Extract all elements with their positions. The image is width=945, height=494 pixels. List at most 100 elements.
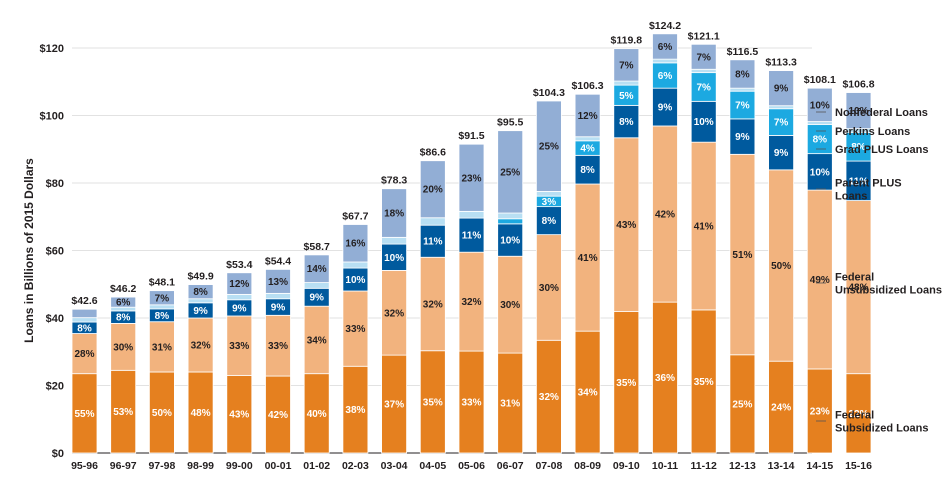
bar-segment <box>845 131 872 162</box>
segment-label: 32% <box>423 299 443 310</box>
segment-label: 8% <box>619 117 634 128</box>
segment-label: 10% <box>694 117 714 128</box>
bar-stack: 25% 51% 9% 7% 8% $116.5 <box>727 46 759 454</box>
bar-segment <box>497 255 524 354</box>
bar-segment <box>652 125 678 303</box>
bar-segment <box>652 58 678 64</box>
bar-stack: 34% 41% 8% 4% 12% $106.3 <box>572 80 604 454</box>
segment-label: 13% <box>268 277 288 288</box>
segment-label: 10% <box>345 275 365 286</box>
bar-total-label: $53.4 <box>226 259 252 271</box>
bar-segment <box>574 330 601 454</box>
bar-segment <box>690 68 717 74</box>
legend-entry: Federal <box>835 272 874 284</box>
segment-label: 9% <box>774 148 789 159</box>
bar-segment <box>187 298 214 304</box>
bar-segment <box>652 62 678 89</box>
segment-label: 8% <box>735 69 750 80</box>
bar-segment <box>419 160 446 219</box>
legend-entry: Loans <box>835 191 867 203</box>
bar-segment <box>536 191 562 197</box>
bar-segment <box>536 339 562 454</box>
bar-segment <box>497 352 524 454</box>
segment-label: 30% <box>113 342 133 353</box>
segment-label: 9% <box>271 303 286 314</box>
bar-stack: 40% 34% 9% 14% $58.7 <box>304 241 330 454</box>
bar-stack: 24% 50% 9% 7% 9% $113.3 <box>765 57 797 454</box>
bar-segment <box>419 217 446 226</box>
bar-segment <box>110 322 137 371</box>
x-tick-label: 03-04 <box>381 460 408 472</box>
bar-segment <box>226 374 253 454</box>
bar-segment <box>187 284 214 300</box>
segment-label: 6% <box>658 71 673 82</box>
bar-stack: 22% 48% 11% 8% 10% $106.8 <box>842 79 875 454</box>
segment-label: 10% <box>848 106 868 117</box>
legend-entry: Subsidized Loans <box>835 423 929 435</box>
bar-total-label: $49.9 <box>187 271 213 283</box>
x-tick-label: 99-00 <box>226 460 253 472</box>
x-axis: 95-96 96-97 97-98 98-99 99-00 00-01 01-02 02-03… <box>71 460 872 472</box>
bar-segment <box>729 59 756 89</box>
segment-label: 32% <box>384 308 404 319</box>
segment-label: 8% <box>155 311 170 322</box>
bar-segment <box>265 314 291 377</box>
segment-label: 10% <box>500 236 520 247</box>
bar-stack: 23% 49% 10% 8% 10% $108.1 <box>804 74 836 454</box>
bar-segment <box>690 43 717 70</box>
segment-label: 24% <box>771 403 791 414</box>
segment-label: 18% <box>384 209 404 220</box>
x-tick-label: 05-06 <box>458 460 485 472</box>
segment-label: 48% <box>191 408 211 419</box>
legend-entry: Parent PLUS <box>835 178 902 190</box>
x-tick-label: 11-12 <box>691 460 717 472</box>
segment-label: 33% <box>229 341 249 352</box>
segment-label: 12% <box>578 111 598 122</box>
segment-label: 41% <box>578 253 598 264</box>
bar-total-label: $113.3 <box>765 57 797 69</box>
bar-total-label: $67.7 <box>342 211 368 223</box>
segment-label: 40% <box>307 409 327 420</box>
bar-segment <box>342 290 369 367</box>
bar-total-label: $108.1 <box>804 74 836 86</box>
bar-segment <box>729 118 756 155</box>
bar-segment <box>226 272 253 295</box>
segment-label: 16% <box>345 239 365 250</box>
bar-segment <box>71 333 98 375</box>
bar-segment <box>458 251 485 352</box>
bar-total-label: $121.1 <box>688 30 720 42</box>
bar-segment <box>148 304 175 310</box>
segment-label: 55% <box>74 409 94 420</box>
bar-segment <box>806 121 833 126</box>
bar-segment <box>574 183 601 332</box>
segment-label: 8% <box>813 135 828 146</box>
segment-label: 7% <box>735 101 750 112</box>
segment-label: 7% <box>774 118 789 129</box>
segment-label: 12% <box>229 279 249 290</box>
bar-total-label: $124.2 <box>649 20 681 32</box>
segment-label: 7% <box>155 293 170 304</box>
bar-segment <box>845 373 872 454</box>
segment-label: 43% <box>229 410 249 421</box>
x-tick-label: 01-02 <box>303 460 330 472</box>
bar-segment <box>419 224 446 258</box>
y-axis: $0 $20 $40 $60 $80 $100 $120 <box>40 43 64 460</box>
bar-stack: 36% 42% 9% 6% 6% $124.2 <box>649 20 681 454</box>
bar-segment <box>497 130 524 214</box>
bar-segment <box>690 141 717 311</box>
segment-label: 41% <box>694 222 714 233</box>
segment-label: 7% <box>696 52 711 63</box>
bar-segment <box>574 154 601 185</box>
bar-total-label: $116.5 <box>727 46 759 58</box>
bar-segment <box>381 270 408 356</box>
bar-segment <box>71 308 98 319</box>
bar-segment <box>265 292 291 300</box>
segment-label: 50% <box>152 408 172 419</box>
bar-total-label: $95.5 <box>497 117 523 129</box>
bar-total-label: $91.5 <box>458 130 484 142</box>
bar-segment <box>148 290 175 306</box>
legend-entry: Grad PLUS Loans <box>835 144 929 156</box>
bar-segment <box>768 108 794 136</box>
segment-label: 35% <box>616 378 636 389</box>
